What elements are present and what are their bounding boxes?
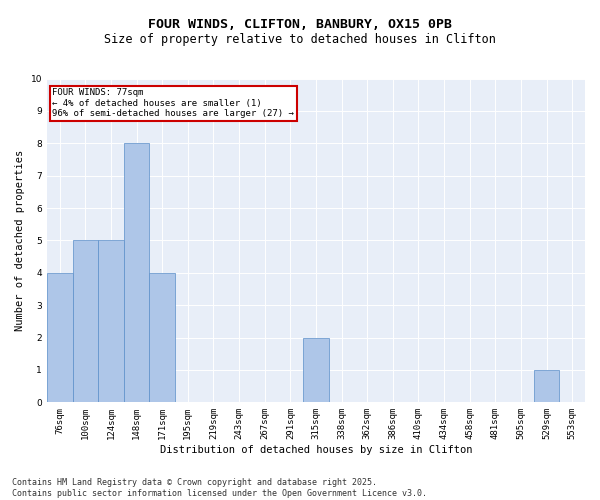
Bar [303, 338, 329, 402]
Bar [47, 273, 73, 402]
Bar [98, 240, 124, 402]
Text: Size of property relative to detached houses in Clifton: Size of property relative to detached ho… [104, 32, 496, 46]
Bar [73, 240, 98, 402]
Text: FOUR WINDS, CLIFTON, BANBURY, OX15 0PB: FOUR WINDS, CLIFTON, BANBURY, OX15 0PB [148, 18, 452, 30]
Text: Contains HM Land Registry data © Crown copyright and database right 2025.
Contai: Contains HM Land Registry data © Crown c… [12, 478, 427, 498]
Y-axis label: Number of detached properties: Number of detached properties [15, 150, 25, 331]
Bar [124, 144, 149, 402]
Bar [149, 273, 175, 402]
X-axis label: Distribution of detached houses by size in Clifton: Distribution of detached houses by size … [160, 445, 472, 455]
Bar [534, 370, 559, 402]
Text: FOUR WINDS: 77sqm
← 4% of detached houses are smaller (1)
96% of semi-detached h: FOUR WINDS: 77sqm ← 4% of detached house… [52, 88, 294, 118]
